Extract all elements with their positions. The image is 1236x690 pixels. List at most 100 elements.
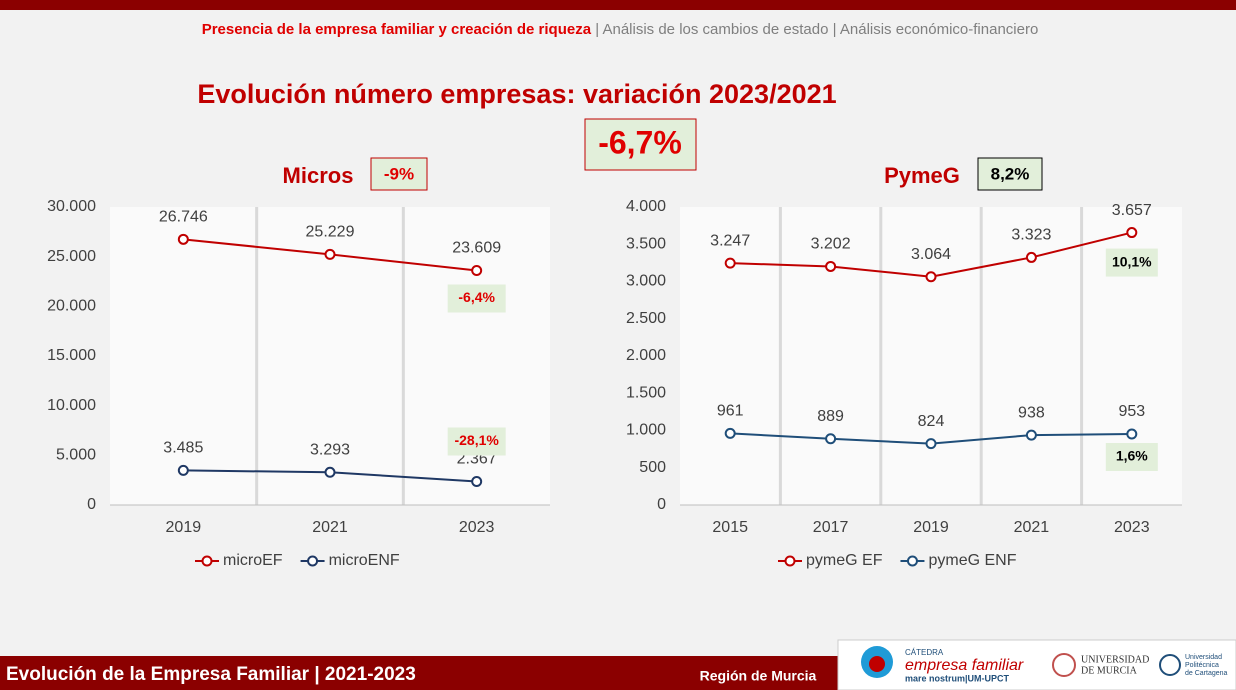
annotation-box: [1105, 248, 1158, 277]
point: [1025, 251, 1037, 263]
badge: -9%: [384, 164, 414, 183]
y-tick-label: 0: [87, 496, 96, 513]
legend-marker: [906, 555, 918, 567]
y-tick-label: 2.500: [626, 310, 666, 327]
logo-text: UNIVERSIDAD: [1081, 654, 1149, 665]
logo-icon: [869, 656, 885, 672]
data-label: 889: [817, 408, 844, 425]
logo-upct: Universidad Politécnica de Cartagena: [1159, 654, 1228, 677]
y-tick-label: 500: [639, 459, 666, 476]
title: Evolución número empresas: variación 202…: [197, 79, 836, 109]
footer-title: Evolución de la Empresa Familiar | 2021-…: [6, 664, 416, 685]
plot-area: [680, 207, 1182, 505]
chart-title: PymeG: [884, 163, 960, 188]
point: [1126, 227, 1138, 239]
data-label: 3.485: [163, 440, 203, 457]
legend-marker: [201, 555, 213, 567]
y-tick-label: 2.000: [626, 347, 666, 364]
point: [925, 438, 937, 450]
footer-region: Región de Murcia: [700, 668, 817, 684]
logo-text: Politécnica: [1185, 662, 1219, 669]
y-tick-label: 15.000: [47, 347, 96, 364]
nav-sep: |: [833, 21, 837, 38]
legend-marker: [307, 555, 319, 567]
logo-box: [837, 639, 1236, 690]
data-label: 3.293: [310, 442, 350, 459]
point: [177, 233, 189, 245]
nav: Presencia de la empresa familiar y creac…: [202, 21, 1039, 38]
annotation: -28,1%: [454, 432, 499, 448]
point: [177, 464, 189, 476]
legend-label: pymeG ENF: [928, 552, 1016, 569]
logo-text: DE MURCIA: [1081, 665, 1138, 676]
y-tick-label: 20.000: [47, 298, 96, 315]
point: [825, 260, 837, 272]
annotation-box: [447, 284, 506, 313]
data-label: 23.609: [452, 240, 501, 257]
y-tick-label: 1.000: [626, 422, 666, 439]
point: [825, 433, 837, 445]
y-tick-label: 4.000: [626, 198, 666, 215]
total-badge-box: [584, 118, 697, 171]
point: [724, 427, 736, 439]
x-tick-label: 2019: [166, 519, 202, 536]
x-tick-label: 2021: [1014, 519, 1050, 536]
point: [471, 264, 483, 276]
x-tick-label: 2023: [459, 519, 495, 536]
data-label: 961: [717, 403, 744, 420]
data-label: 3.323: [1011, 227, 1051, 244]
logo-text: de Cartagena: [1185, 670, 1228, 677]
data-label: 26.746: [159, 209, 208, 226]
legend-marker: [784, 555, 796, 567]
top-bar: [0, 0, 1236, 10]
logo-um: UNIVERSIDAD DE MURCIA: [1052, 653, 1149, 677]
logo-text: Universidad: [1185, 654, 1222, 661]
data-label: 25.229: [306, 224, 355, 241]
y-tick-label: 0: [657, 496, 666, 513]
point: [925, 271, 937, 283]
y-tick-label: 5.000: [56, 447, 96, 464]
logo-text: CÁTEDRA: [905, 648, 944, 657]
y-tick-label: 1.500: [626, 384, 666, 401]
annotation: 10,1%: [1112, 253, 1152, 269]
y-tick-label: 30.000: [47, 198, 96, 215]
data-label: 938: [1018, 404, 1045, 421]
point: [471, 475, 483, 487]
data-label: 953: [1118, 403, 1145, 420]
logo-catedra: CÁTEDRA empresa familiar mare nostrum|UM…: [861, 646, 1024, 683]
x-tick-label: 2015: [712, 519, 748, 536]
nav-item[interactable]: Presencia de la empresa familiar y creac…: [202, 21, 592, 38]
data-label: 3.202: [811, 236, 851, 253]
annotation: -6,4%: [458, 289, 495, 305]
point: [1126, 428, 1138, 440]
point: [324, 466, 336, 478]
footer-bar: [0, 656, 838, 690]
point: [1025, 429, 1037, 441]
data-label: 3.657: [1112, 202, 1152, 219]
logo-icon: [1052, 653, 1076, 677]
logo-text: mare nostrum|UM-UPCT: [905, 673, 1010, 683]
legend-label: pymeG EF: [806, 552, 883, 569]
point: [324, 248, 336, 260]
y-tick-label: 3.500: [626, 235, 666, 252]
nav-item[interactable]: Análisis económico-financiero: [840, 21, 1038, 38]
point: [724, 257, 736, 269]
total-badge: -6,7%: [598, 124, 682, 160]
data-label: 824: [918, 413, 945, 430]
y-tick-label: 25.000: [47, 248, 96, 265]
badge: 8,2%: [991, 164, 1030, 183]
y-tick-label: 10.000: [47, 397, 96, 414]
nav-sep: |: [595, 21, 599, 38]
annotation-box: [447, 427, 506, 456]
data-label: 3.247: [710, 232, 750, 249]
annotation-box: [1105, 443, 1158, 472]
data-label: 3.064: [911, 246, 951, 263]
nav-item[interactable]: Análisis de los cambios de estado: [602, 21, 828, 38]
chart-title: Micros: [283, 163, 354, 188]
legend-label: microEF: [223, 552, 283, 569]
badge-box: [370, 157, 428, 191]
legend-label: microENF: [329, 552, 400, 569]
logo-icon: [1159, 654, 1181, 676]
x-tick-label: 2017: [813, 519, 849, 536]
